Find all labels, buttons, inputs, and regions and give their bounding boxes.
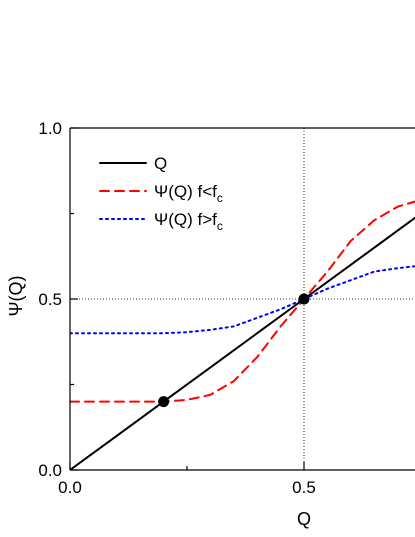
legend-label-2: Ψ(Q) f<fc [154, 182, 223, 205]
y-axis-title: Ψ(Q) [6, 275, 26, 316]
y-tick-label-0: 0.0 [38, 461, 62, 480]
legend-label-1: Q [154, 154, 167, 173]
x-axis-title: Q [297, 509, 311, 529]
legend-label-3: Ψ(Q) f>fc [154, 210, 223, 233]
marker-layer [158, 293, 310, 408]
data-point-2 [298, 293, 310, 305]
x-tick-label-1: 0.5 [292, 478, 316, 497]
series-line-2 [70, 200, 415, 403]
y-tick-label-1: 0.5 [38, 290, 62, 309]
legend: Q Ψ(Q) f<fc Ψ(Q) f>fc [99, 154, 223, 233]
x-tick-label-0: 0.0 [58, 478, 82, 497]
y-tick-label-2: 1.0 [38, 119, 62, 138]
series-line-3 [70, 265, 415, 335]
ticks: 0.0 0.5 0.0 0.5 1.0 [38, 119, 315, 497]
series-layer [70, 200, 415, 470]
data-point-1 [158, 396, 170, 408]
reference-lines [70, 128, 415, 470]
series-line-1 [70, 216, 415, 470]
